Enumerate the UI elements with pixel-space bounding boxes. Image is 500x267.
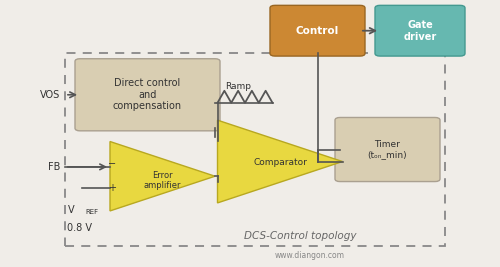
Text: −: − [108, 159, 116, 169]
FancyBboxPatch shape [270, 5, 365, 56]
Text: www.diangon.com: www.diangon.com [275, 251, 345, 260]
Text: Direct control
and
compensation: Direct control and compensation [113, 78, 182, 111]
FancyBboxPatch shape [75, 59, 220, 131]
Polygon shape [218, 120, 342, 203]
Text: +: + [108, 183, 116, 193]
FancyBboxPatch shape [375, 5, 465, 56]
Text: 0.8 V: 0.8 V [68, 223, 92, 233]
Text: Control: Control [296, 26, 339, 36]
Text: FB: FB [48, 162, 60, 172]
Text: Comparator: Comparator [253, 158, 307, 167]
Text: Gate
driver: Gate driver [404, 20, 436, 41]
Text: Timer
(tₒₙ_min): Timer (tₒₙ_min) [368, 140, 408, 159]
Text: DCS-Control topology: DCS-Control topology [244, 231, 356, 241]
Text: Ramp: Ramp [225, 82, 251, 91]
Text: Error
amplifier: Error amplifier [144, 171, 181, 190]
Text: REF: REF [85, 209, 98, 215]
Text: V: V [68, 205, 74, 215]
Polygon shape [110, 142, 215, 211]
FancyBboxPatch shape [335, 117, 440, 182]
Text: VOS: VOS [40, 90, 60, 100]
